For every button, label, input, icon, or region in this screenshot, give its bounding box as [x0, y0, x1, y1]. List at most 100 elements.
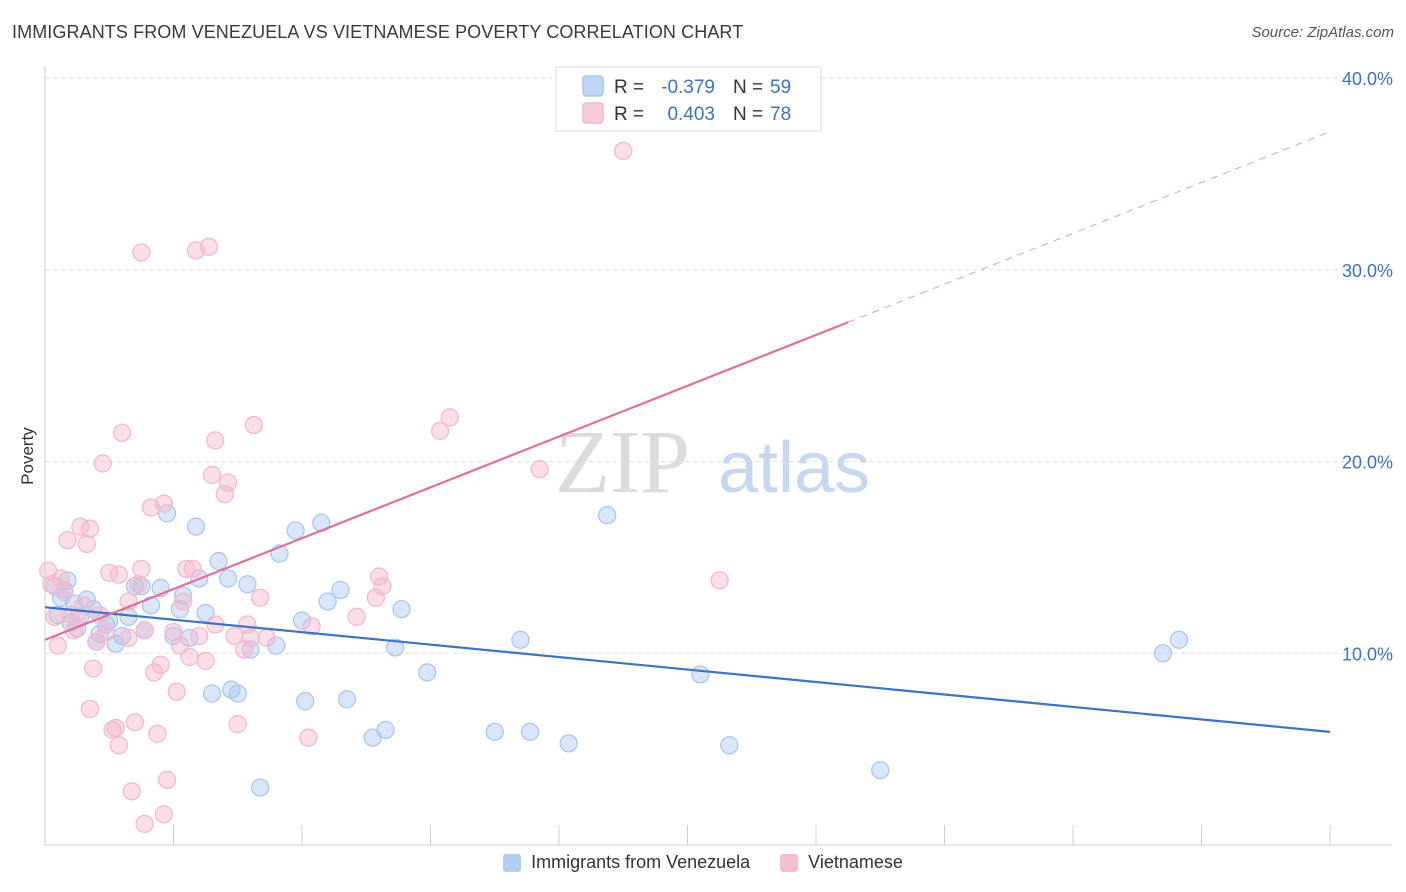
scatter-chart: ZIP atlas 10.0%20.0%30.0%40.0%0.0%40.0% … — [39, 66, 1393, 846]
legend: Immigrants from Venezuela Vietnamese — [0, 852, 1406, 873]
point-venezuela-55 — [559, 734, 578, 753]
point-vietnamese-12 — [80, 519, 100, 538]
point-vietnamese-75 — [80, 699, 100, 719]
point-vietnamese-38 — [135, 814, 154, 834]
point-vietnamese-11 — [77, 534, 96, 554]
point-vietnamese-19 — [103, 720, 122, 740]
y-tick-label-2: 30.0% — [1342, 261, 1393, 281]
point-vietnamese-45 — [183, 559, 202, 579]
point-vietnamese-68 — [373, 576, 392, 596]
point-venezuela-42 — [296, 692, 315, 711]
stats-n-label-vietnamese: N = — [733, 104, 763, 125]
data-points — [39, 112, 1189, 834]
point-vietnamese-27 — [129, 575, 148, 594]
point-venezuela-45 — [331, 580, 350, 600]
point-vietnamese-25 — [122, 782, 141, 801]
point-vietnamese-14 — [87, 632, 106, 651]
point-vietnamese-42 — [173, 592, 193, 611]
point-vietnamese-48 — [196, 651, 215, 671]
point-vietnamese-13 — [84, 659, 103, 678]
point-vietnamese-33 — [148, 724, 167, 743]
point-vietnamese-5 — [55, 582, 74, 602]
legend-label-venezuela: Immigrants from Venezuela — [531, 852, 751, 872]
watermark-zip: ZIP — [555, 413, 690, 512]
point-venezuela-38 — [267, 636, 286, 655]
point-venezuela-57 — [691, 665, 710, 684]
point-vietnamese-58 — [238, 615, 257, 634]
chart-title: IMMIGRANTS FROM VENEZUELA VS VIETNAMESE … — [12, 22, 744, 42]
point-venezuela-58 — [720, 736, 739, 755]
legend-item-vietnamese: Vietnamese — [780, 852, 903, 873]
point-vietnamese-20 — [106, 718, 125, 738]
point-venezuela-56 — [598, 506, 617, 525]
point-venezuela-26 — [173, 586, 193, 605]
stats-r-value-vietnamese: 0.403 — [667, 104, 715, 125]
point-vietnamese-60 — [244, 415, 263, 435]
trend-lines — [44, 131, 1331, 733]
point-venezuela-52 — [485, 722, 504, 742]
point-vietnamese-26 — [125, 713, 145, 732]
point-venezuela-50 — [392, 599, 411, 619]
stats-n-value-venezuela: 59 — [770, 77, 791, 98]
point-vietnamese-4 — [51, 569, 71, 588]
point-vietnamese-59 — [241, 628, 260, 648]
point-venezuela-61 — [1169, 630, 1189, 649]
axes — [44, 66, 1392, 846]
point-venezuela-23 — [157, 504, 177, 523]
point-venezuela-54 — [520, 722, 540, 742]
point-vietnamese-55 — [225, 626, 244, 646]
point-vietnamese-74 — [710, 571, 729, 590]
chart-source: Source: ZipAtlas.com — [1251, 24, 1394, 41]
watermark-atlas: atlas — [718, 428, 870, 508]
point-vietnamese-17 — [96, 623, 116, 642]
point-vietnamese-62 — [257, 628, 276, 648]
stats-box: R = -0.379 N = 59 R = 0.403 N = 78 — [555, 66, 822, 132]
point-venezuela-40 — [286, 521, 305, 540]
point-vietnamese-29 — [132, 243, 151, 262]
point-venezuela-53 — [511, 630, 530, 649]
stats-swatch-venezuela — [582, 75, 604, 97]
point-venezuela-9 — [77, 590, 96, 609]
point-vietnamese-34 — [151, 655, 170, 674]
point-vietnamese-35 — [154, 494, 174, 513]
stats-n-value-vietnamese: 78 — [770, 104, 791, 125]
legend-swatch-venezuela — [503, 853, 522, 872]
point-vietnamese-6 — [58, 530, 77, 550]
grid — [45, 77, 1392, 654]
point-venezuela-36 — [238, 575, 257, 594]
point-vietnamese-69 — [430, 421, 450, 440]
point-vietnamese-77 — [119, 628, 138, 648]
point-vietnamese-49 — [199, 237, 218, 256]
point-venezuela-35 — [228, 684, 247, 703]
point-vietnamese-64 — [299, 728, 318, 747]
point-venezuela-59 — [871, 761, 890, 780]
point-vietnamese-54 — [218, 473, 238, 492]
point-vietnamese-40 — [167, 682, 186, 701]
point-vietnamese-44 — [180, 647, 199, 667]
trend-vietnamese-dashed — [847, 131, 1331, 323]
y-tick-label-0: 10.0% — [1342, 644, 1393, 664]
y-tick-label-1: 20.0% — [1342, 453, 1393, 473]
point-venezuela-28 — [186, 517, 206, 536]
stats-r-value-venezuela: -0.379 — [661, 77, 715, 98]
point-vietnamese-21 — [109, 565, 129, 584]
point-venezuela-18 — [125, 576, 145, 596]
stats-n-label-venezuela: N = — [733, 77, 763, 98]
point-venezuela-62 — [251, 778, 270, 797]
legend-label-vietnamese: Vietnamese — [808, 852, 903, 872]
point-vietnamese-22 — [109, 736, 129, 755]
trend-vietnamese-solid — [44, 321, 849, 641]
point-vietnamese-43 — [177, 559, 196, 579]
point-vietnamese-28 — [132, 559, 151, 579]
point-venezuela-46 — [337, 690, 357, 709]
point-vietnamese-67 — [369, 567, 389, 586]
point-venezuela-33 — [218, 569, 238, 588]
point-vietnamese-2 — [45, 607, 64, 626]
point-venezuela-48 — [376, 720, 395, 740]
point-venezuela-41 — [292, 611, 312, 630]
point-venezuela-51 — [418, 663, 437, 682]
point-vietnamese-30 — [135, 621, 154, 640]
point-vietnamese-50 — [202, 465, 222, 485]
point-venezuela-49 — [386, 638, 405, 657]
point-vietnamese-56 — [228, 715, 247, 734]
